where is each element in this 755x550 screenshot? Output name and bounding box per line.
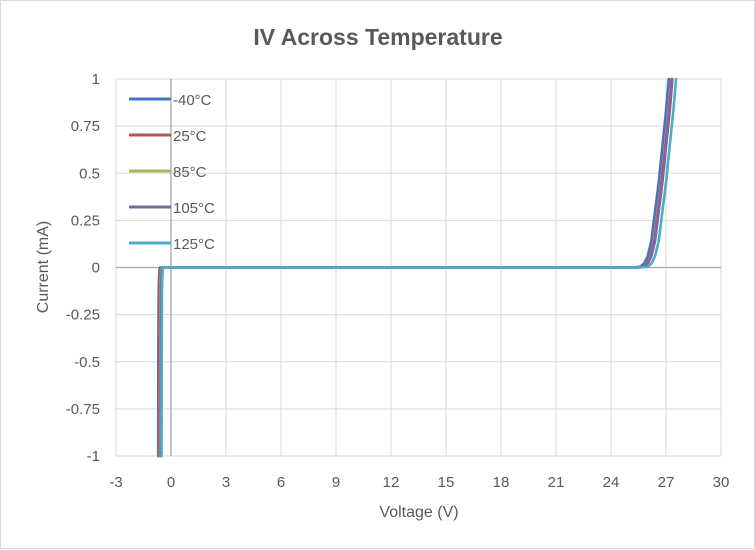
x-tick-label: 18 <box>493 474 510 491</box>
chart-title: IV Across Temperature <box>253 24 502 50</box>
legend-label: 25°C <box>173 128 207 145</box>
x-tick-label: 12 <box>383 474 400 491</box>
y-tick-label: 0.75 <box>71 118 100 135</box>
x-tick-label: -3 <box>109 474 122 491</box>
legend-label: 105°C <box>173 200 215 217</box>
x-tick-label: 24 <box>603 474 620 491</box>
x-tick-label: 0 <box>167 474 175 491</box>
legend-label: 125°C <box>173 236 215 253</box>
series-lines <box>156 77 678 458</box>
x-tick-label: 9 <box>332 474 340 491</box>
x-tick-label: 6 <box>277 474 285 491</box>
x-tick-labels: -3 0 3 6 9 12 15 18 21 24 27 30 <box>109 474 729 491</box>
legend: -40°C 25°C 85°C 105°C 125°C <box>129 92 215 253</box>
legend-label: 85°C <box>173 164 207 181</box>
x-tick-label: 3 <box>222 474 230 491</box>
y-tick-labels: 1 0.75 0.5 0.25 0 -0.25 -0.5 -0.75 -1 <box>66 71 100 465</box>
y-tick-label: 0.5 <box>79 165 100 182</box>
x-tick-label: 27 <box>658 474 675 491</box>
x-tick-label: 30 <box>713 474 730 491</box>
series-line-4 <box>160 77 678 458</box>
y-tick-label: -0.5 <box>74 354 100 371</box>
y-tick-label: -0.25 <box>66 307 100 324</box>
y-tick-label: -1 <box>87 448 100 465</box>
x-axis-title: Voltage (V) <box>379 504 458 521</box>
y-tick-label: 0 <box>92 260 100 277</box>
legend-label: -40°C <box>173 92 212 109</box>
x-tick-label: 21 <box>548 474 565 491</box>
x-tick-label: 15 <box>438 474 455 491</box>
y-tick-label: -0.75 <box>66 401 100 418</box>
y-tick-label: 1 <box>92 71 100 88</box>
y-tick-label: 0.25 <box>71 212 100 229</box>
y-axis-title: Current (mA) <box>35 221 52 313</box>
